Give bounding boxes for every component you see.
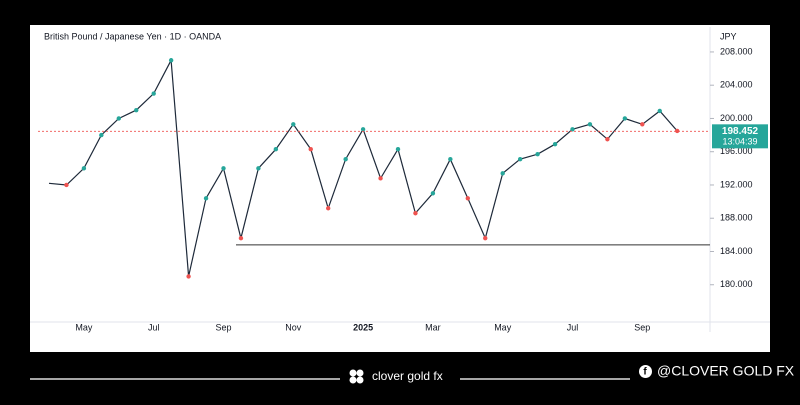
facebook-icon [639, 365, 652, 378]
y-tick-label: 200.000 [720, 113, 753, 123]
x-tick-label: Nov [285, 322, 302, 332]
x-tick-label: Jul [148, 322, 160, 332]
price-point [587, 122, 593, 127]
y-tick-label: 192.000 [720, 179, 753, 189]
price-point [622, 116, 628, 121]
price-point [448, 156, 453, 162]
price-point [570, 127, 575, 132]
price-point [343, 156, 348, 162]
price-point [378, 176, 383, 181]
price-point [395, 147, 401, 152]
price-point [535, 152, 540, 157]
price-point [273, 147, 279, 152]
price-point [326, 206, 331, 211]
price-point [99, 132, 104, 138]
brand-name: clover gold fx [372, 369, 443, 383]
social-handle: @CLOVER GOLD FX [657, 363, 795, 379]
price-point [256, 166, 261, 171]
price-point [221, 166, 226, 171]
facebook-icon-glyph: f [643, 367, 647, 378]
price-point [291, 122, 296, 127]
price-point [657, 108, 662, 114]
x-tick-label: May [494, 322, 512, 332]
price-point [465, 196, 470, 201]
price-point [605, 137, 610, 142]
price-point [134, 107, 139, 113]
x-tick-label: Mar [425, 322, 441, 332]
price-point [238, 235, 244, 241]
y-tick-label: 204.000 [720, 80, 753, 90]
price-point [483, 235, 488, 241]
y-tick-label: 188.000 [720, 213, 753, 223]
last-price-label: 198.452 [722, 126, 759, 137]
price-point [360, 127, 366, 132]
price-point [517, 156, 523, 162]
brand-logo [349, 369, 364, 384]
x-tick-label: Jul [567, 322, 579, 332]
last-price-box [712, 124, 768, 149]
price-point [203, 196, 209, 201]
price-point [675, 128, 680, 134]
x-tick-label: Sep [634, 322, 650, 332]
price-point [64, 182, 69, 188]
y-tick-label: 184.000 [720, 246, 753, 256]
price-point [413, 211, 418, 216]
price-point [640, 122, 645, 127]
x-tick-label: May [75, 322, 93, 332]
price-point [430, 191, 436, 196]
price-point [168, 58, 174, 63]
price-point [116, 116, 122, 121]
chart-panel [30, 25, 770, 352]
price-point [552, 142, 558, 147]
price-point [186, 274, 191, 279]
price-point [500, 171, 505, 176]
y-tick-label: 196.000 [720, 146, 753, 156]
price-point [81, 166, 87, 171]
countdown-label: 13:04:39 [722, 137, 757, 147]
y-tick-label: 208.000 [720, 46, 753, 56]
currency-label: JPY [720, 31, 737, 41]
price-point [151, 91, 156, 96]
chart-title: British Pound / Japanese Yen · 1D · OAND… [44, 31, 221, 41]
y-tick-label: 180.000 [720, 279, 753, 289]
x-tick-label: Sep [215, 322, 231, 332]
price-point [308, 147, 313, 152]
x-tick-label: 2025 [353, 322, 373, 332]
